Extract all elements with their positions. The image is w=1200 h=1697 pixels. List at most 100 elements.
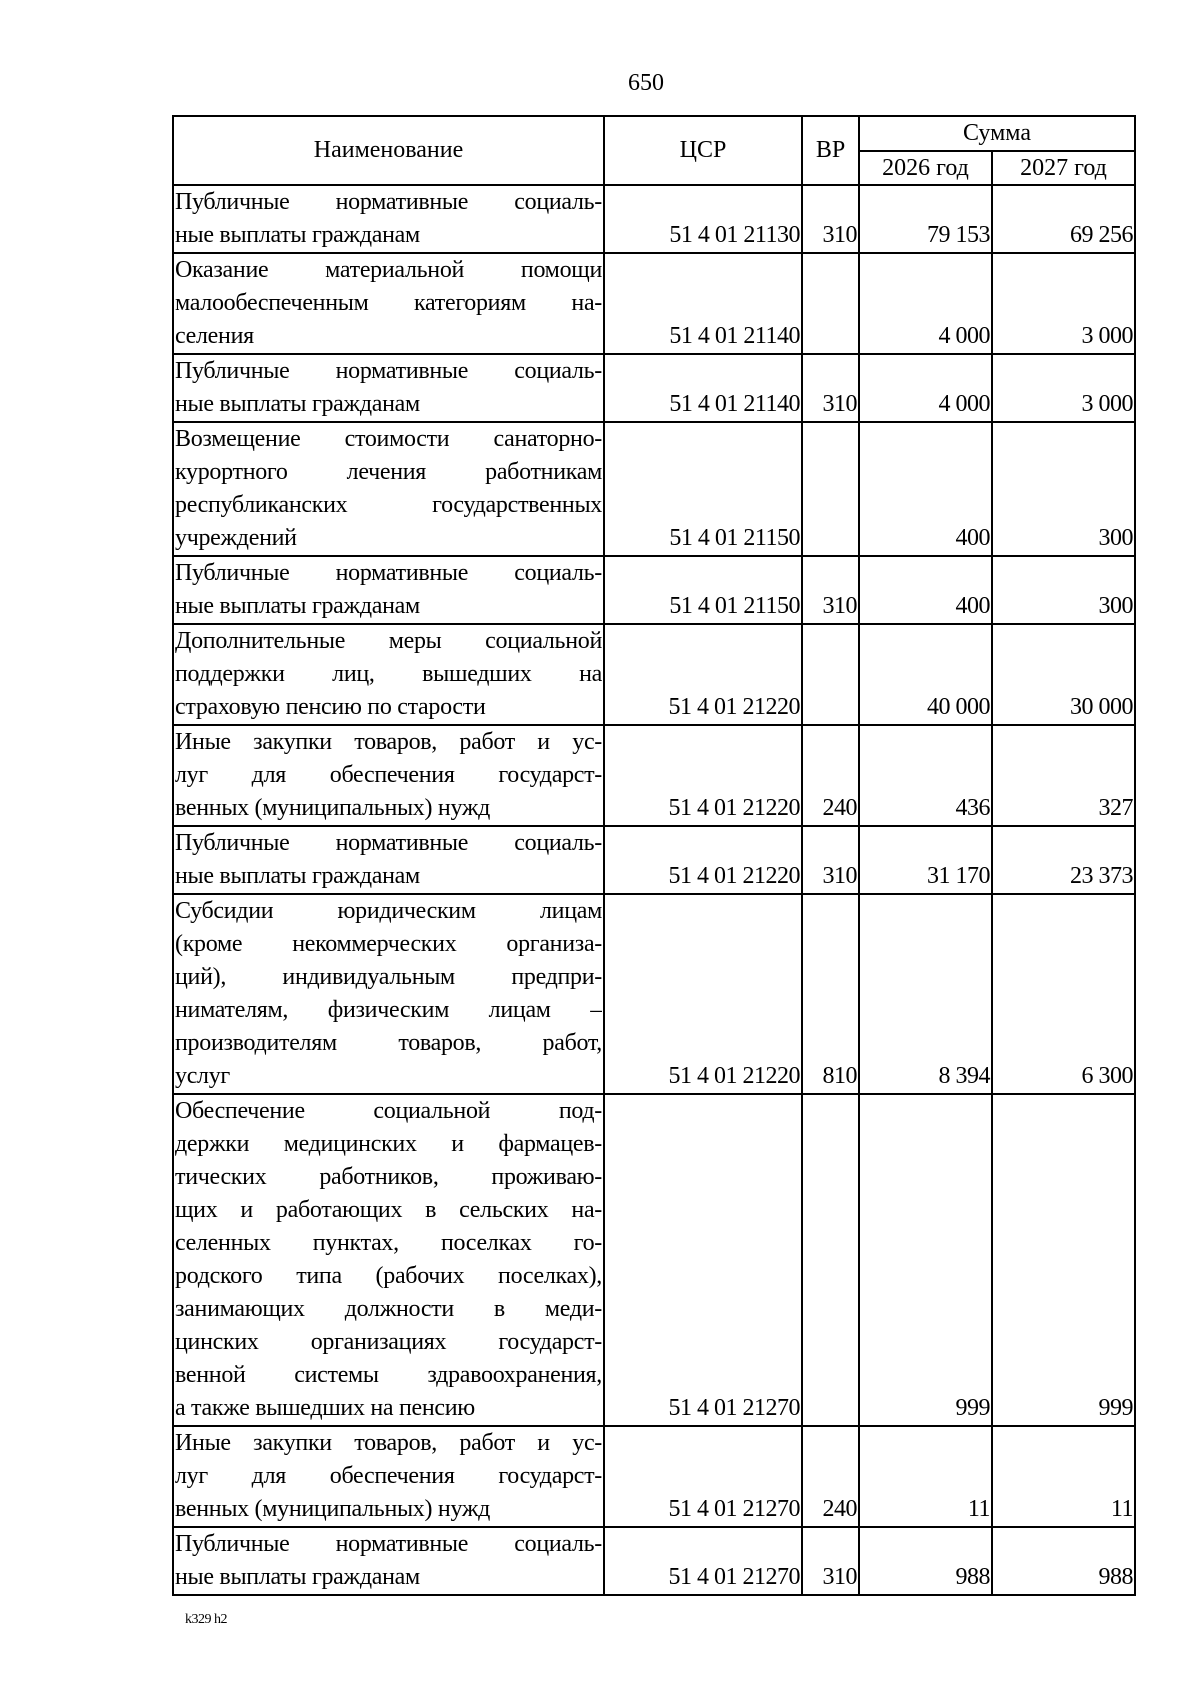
name-line: Оказание материальной помощи (175, 257, 602, 283)
table-row: Публичные нормативные социаль-ные выплат… (172, 555, 1136, 625)
cell-name: Публичные нормативные социаль-ные выплат… (172, 555, 605, 625)
cell-name: Субсидии юридическим лицам (кроме некомме… (172, 893, 605, 1095)
cell-vr: 810 (801, 893, 860, 1095)
cell-name: Иные закупки товаров, работ и ус-луг для… (172, 724, 605, 827)
cell-vr: 240 (801, 724, 860, 827)
name-line: Иные закупки товаров, работ и ус- (175, 1430, 602, 1456)
cell-y2026: 400 (858, 421, 993, 557)
cell-name: Иные закупки товаров, работ и ус-луг для… (172, 1425, 605, 1528)
cell-csr: 51 4 01 21140 (603, 353, 803, 423)
cell-name: Публичные нормативные социаль-ные выплат… (172, 825, 605, 895)
name-line: (кроме некоммерческих организа- (175, 931, 602, 957)
cell-csr: 51 4 01 21220 (603, 825, 803, 895)
name-line: а также вышедших на пенсию (175, 1395, 475, 1421)
cell-vr: 310 (801, 825, 860, 895)
table-row: Обеспечение социальной под-держки медици… (172, 1093, 1136, 1427)
name-line: венной системы здравоохранения, (175, 1362, 602, 1388)
name-line: поддержки лиц, вышедших на (175, 661, 602, 687)
cell-y2027: 3 000 (991, 252, 1136, 355)
name-line: Обеспечение социальной под- (175, 1098, 602, 1124)
cell-vr: 310 (801, 1526, 860, 1596)
page-number: 650 (628, 70, 664, 96)
name-line: Публичные нормативные социаль- (175, 189, 602, 215)
cell-csr: 51 4 01 21140 (603, 252, 803, 355)
header-vr: ВР (801, 115, 860, 186)
cell-name: Возмещение стоимости санаторно-курортног… (172, 421, 605, 557)
cell-vr: 240 (801, 1425, 860, 1528)
cell-y2027: 6 300 (991, 893, 1136, 1095)
name-line: страховую пенсию по старости (175, 694, 486, 720)
cell-name: Публичные нормативные социаль-ные выплат… (172, 184, 605, 254)
cell-csr: 51 4 01 21220 (603, 893, 803, 1095)
cell-vr (801, 252, 860, 355)
name-line: венных (муниципальных) нужд (175, 1496, 491, 1522)
name-line: малообеспеченным категориям на- (175, 290, 602, 316)
name-line: ций), индивидуальным предпри- (175, 964, 602, 990)
name-line: ные выплаты гражданам (175, 593, 420, 619)
cell-y2026: 31 170 (858, 825, 993, 895)
name-line: курортного лечения работникам (175, 459, 602, 485)
name-line: ные выплаты гражданам (175, 222, 420, 248)
table-row: Оказание материальной помощи малообеспече… (172, 252, 1136, 355)
cell-csr: 51 4 01 21150 (603, 421, 803, 557)
cell-csr: 51 4 01 21270 (603, 1526, 803, 1596)
cell-y2027: 69 256 (991, 184, 1136, 254)
cell-csr: 51 4 01 21270 (603, 1093, 803, 1427)
header-2026: 2026 год (858, 150, 993, 186)
table-row: Публичные нормативные социаль-ные выплат… (172, 353, 1136, 423)
name-line: ные выплаты гражданам (175, 1564, 420, 1590)
table-row: Публичные нормативные социаль-ные выплат… (172, 825, 1136, 895)
name-line: Публичные нормативные социаль- (175, 830, 602, 856)
table-row: Иные закупки товаров, работ и ус-луг для… (172, 724, 1136, 827)
cell-name: Оказание материальной помощи малообеспече… (172, 252, 605, 355)
footer-code: k329 h2 (185, 1612, 228, 1627)
name-line: Дополнительные меры социальной (175, 628, 602, 654)
cell-y2026: 988 (858, 1526, 993, 1596)
table-row: Публичные нормативные социаль-ные выплат… (172, 184, 1136, 254)
cell-y2027: 30 000 (991, 623, 1136, 726)
cell-y2026: 999 (858, 1093, 993, 1427)
table-row: Дополнительные меры социальной поддержки … (172, 623, 1136, 726)
cell-vr: 310 (801, 353, 860, 423)
name-line: селенных пунктах, поселках го- (175, 1230, 602, 1256)
cell-csr: 51 4 01 21220 (603, 623, 803, 726)
cell-vr: 310 (801, 555, 860, 625)
cell-y2026: 11 (858, 1425, 993, 1528)
name-line: держки медицинских и фармацев- (175, 1131, 602, 1157)
name-line: луг для обеспечения государст- (175, 1463, 602, 1489)
cell-y2027: 23 373 (991, 825, 1136, 895)
cell-vr (801, 421, 860, 557)
cell-y2027: 300 (991, 555, 1136, 625)
cell-y2027: 300 (991, 421, 1136, 557)
table-row: Субсидии юридическим лицам (кроме некомме… (172, 893, 1136, 1095)
cell-csr: 51 4 01 21220 (603, 724, 803, 827)
cell-name: Публичные нормативные социаль-ные выплат… (172, 1526, 605, 1596)
name-line: Публичные нормативные социаль- (175, 358, 602, 384)
cell-y2027: 988 (991, 1526, 1136, 1596)
cell-y2026: 79 153 (858, 184, 993, 254)
name-line: луг для обеспечения государст- (175, 762, 602, 788)
name-line: селения (175, 323, 254, 349)
cell-name: Обеспечение социальной под-держки медици… (172, 1093, 605, 1427)
header-name: Наименование (172, 115, 605, 186)
cell-y2027: 999 (991, 1093, 1136, 1427)
cell-name: Публичные нормативные социаль-ные выплат… (172, 353, 605, 423)
header-sum: Сумма (858, 115, 1136, 152)
cell-name: Дополнительные меры социальной поддержки … (172, 623, 605, 726)
name-line: учреждений (175, 525, 297, 551)
name-line: нимателям, физическим лицам – (175, 997, 602, 1023)
cell-y2026: 436 (858, 724, 993, 827)
header-csr: ЦСР (603, 115, 803, 186)
cell-y2026: 4 000 (858, 252, 993, 355)
name-line: щих и работающих в сельских на- (175, 1197, 602, 1223)
name-line: Субсидии юридическим лицам (175, 898, 602, 924)
name-line: цинских организациях государст- (175, 1329, 602, 1355)
table-row: Публичные нормативные социаль-ные выплат… (172, 1526, 1136, 1596)
name-line: Публичные нормативные социаль- (175, 1531, 602, 1557)
cell-csr: 51 4 01 21150 (603, 555, 803, 625)
name-line: Возмещение стоимости санаторно- (175, 426, 602, 452)
name-line: услуг (175, 1063, 230, 1089)
cell-y2027: 11 (991, 1425, 1136, 1528)
cell-y2026: 400 (858, 555, 993, 625)
